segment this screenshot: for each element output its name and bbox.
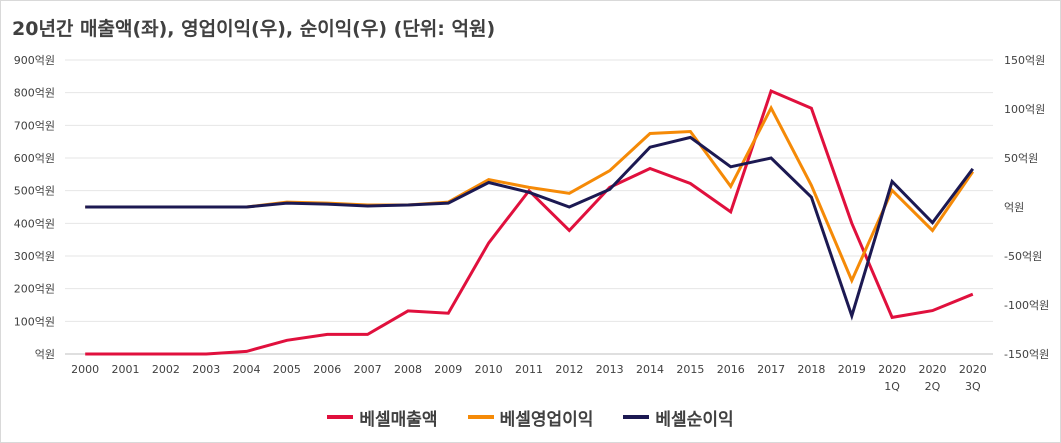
x-axis-ticks: 2000 2001 2002 2003 2004 2005 2006 2007 2008 2009… (71, 363, 987, 393)
right-tick-label: 50억원 (1004, 152, 1038, 165)
x-tick-label: 2009 (434, 363, 462, 376)
legend-item: 베셀매출액 (327, 405, 438, 430)
x-tick-label: 2015 (676, 363, 704, 376)
x-tick-label: 3Q (965, 380, 981, 393)
x-tick-label: 2004 (233, 363, 261, 376)
x-tick-label: 2019 (838, 363, 866, 376)
x-tick-label: 2020 (959, 363, 987, 376)
legend-swatch (623, 415, 650, 419)
chart-title: 20년간 매출액(좌), 영업이익(우), 순이익(우) (단위: 억원) (12, 18, 496, 40)
x-tick-label: 2000 (71, 363, 99, 376)
legend-label: 베셀순이익 (655, 409, 734, 430)
x-tick-label: 2013 (596, 363, 624, 376)
left-tick-label: 900억원 (14, 54, 55, 67)
x-tick-label: 2005 (273, 363, 301, 376)
legend-swatch (467, 415, 494, 419)
x-tick-label: 1Q (884, 380, 900, 393)
left-tick-label: 300억원 (14, 250, 55, 263)
x-tick-label: 2006 (313, 363, 341, 376)
left-axis-ticks: 억원 100억원 200억원 300억원 400억원 500억원 600억원 700억원 800… (14, 54, 55, 361)
x-tick-label: 2020 (878, 363, 906, 376)
x-tick-label: 2020 (918, 363, 946, 376)
x-tick-label: 2Q (925, 380, 941, 393)
legend-swatch (327, 415, 354, 419)
left-tick-label: 500억원 (14, 185, 55, 198)
series-lines (85, 88, 975, 356)
right-tick-label: 100억원 (1004, 103, 1045, 116)
x-tick-label: 2010 (475, 363, 503, 376)
x-tick-label: 2014 (636, 363, 664, 376)
x-tick-label: 2008 (394, 363, 422, 376)
right-tick-label: -50억원 (1004, 250, 1042, 263)
x-tick-label: 2012 (555, 363, 583, 376)
x-tick-label: 2002 (152, 363, 180, 376)
series-line-베셀매출액 (85, 88, 974, 356)
right-axis-ticks: -150억원 -100억원 -50억원 억원 50억원 100억원 150억원 (1004, 54, 1049, 361)
x-tick-label: 2016 (717, 363, 745, 376)
right-tick-label: -100억원 (1004, 299, 1049, 312)
left-tick-label: 200억원 (14, 283, 55, 296)
left-tick-label: 700억원 (14, 119, 55, 132)
x-tick-label: 2011 (515, 363, 543, 376)
legend-label: 베셀매출액 (359, 409, 438, 430)
legend-item: 베셀순이익 (623, 405, 734, 430)
series-line-베셀순이익 (85, 135, 975, 321)
right-tick-label: 억원 (1004, 201, 1024, 214)
x-tick-label: 2001 (112, 363, 140, 376)
right-tick-label: -150억원 (1004, 348, 1049, 361)
x-tick-label: 2017 (757, 363, 785, 376)
legend-label: 베셀영업이익 (499, 409, 594, 430)
left-tick-label: 600억원 (14, 152, 55, 165)
x-tick-label: 2003 (192, 363, 220, 376)
legend: 베셀매출액 베셀영업이익 베셀순이익 (0, 402, 1061, 432)
right-tick-label: 150억원 (1004, 54, 1045, 67)
series-line-베셀영업이익 (85, 104, 975, 285)
left-tick-label: 억원 (35, 348, 55, 361)
legend-item: 베셀영업이익 (467, 405, 594, 430)
left-tick-label: 400억원 (14, 217, 55, 230)
x-tick-label: 2018 (797, 363, 825, 376)
x-tick-label: 2007 (354, 363, 382, 376)
left-tick-label: 100억원 (14, 315, 55, 328)
left-tick-label: 800억원 (14, 87, 55, 100)
